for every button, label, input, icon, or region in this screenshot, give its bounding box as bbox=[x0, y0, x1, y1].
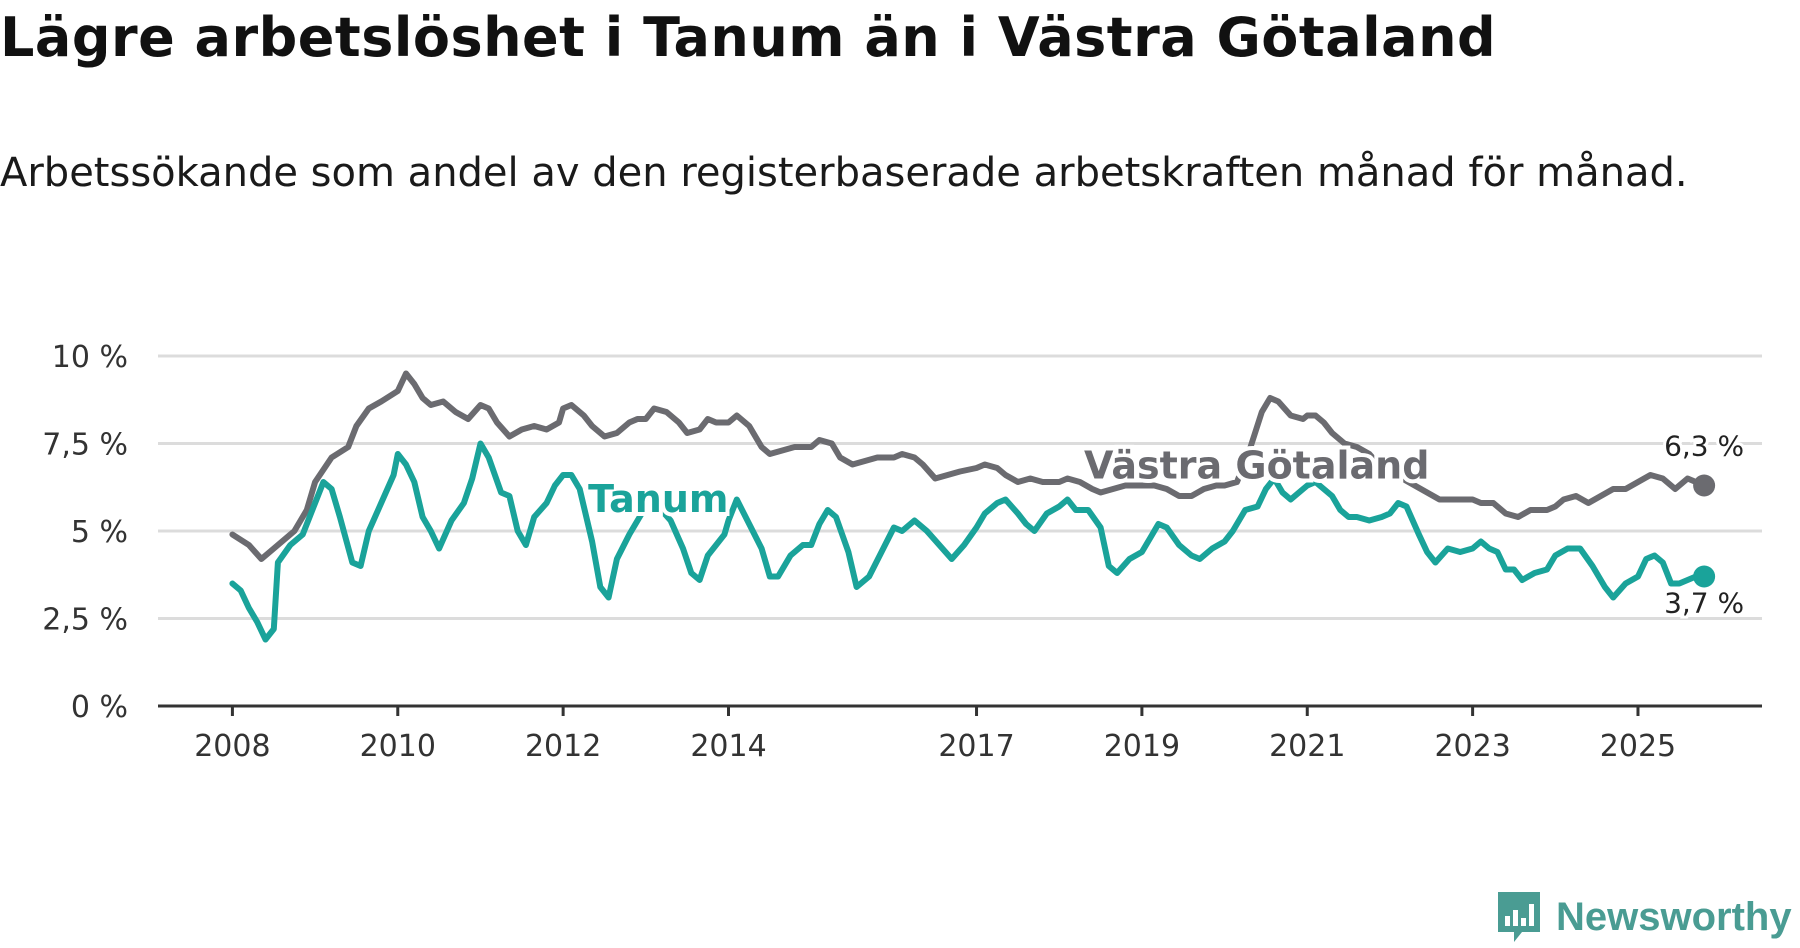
x-tick-label: 2023 bbox=[1434, 729, 1510, 764]
y-tick-label: 2,5 % bbox=[42, 603, 128, 638]
brand-logo[interactable]: Newsworthy bbox=[1494, 888, 1792, 946]
x-tick-label: 2025 bbox=[1600, 729, 1676, 764]
series-line-västra-götaland bbox=[229, 370, 1708, 562]
x-tick-label: 2019 bbox=[1104, 729, 1180, 764]
y-tick-label: 5 % bbox=[71, 515, 128, 550]
x-tick-label: 2017 bbox=[938, 729, 1014, 764]
series-label-tanum: Tanum bbox=[588, 477, 728, 521]
chart-title: Lägre arbetslöshet i Tanum än i Västra G… bbox=[0, 6, 1497, 69]
y-axis-ticks: 0 % 2,5 % 5 % 7,5 % 10 % bbox=[42, 340, 128, 725]
grid-layer bbox=[158, 354, 1762, 708]
y-tick-label: 7,5 % bbox=[42, 428, 128, 463]
chart-subtitle: Arbetssökande som andel av den registerb… bbox=[0, 150, 1688, 196]
series-line-tanum bbox=[229, 440, 1708, 643]
brand-name: Newsworthy bbox=[1556, 894, 1792, 939]
end-value-label: 6,3 % bbox=[1664, 430, 1744, 463]
x-axis-ticks: 2008 2010 2012 2014 2017 2019 2021 2023 2025 bbox=[194, 706, 1676, 764]
x-tick-label: 2012 bbox=[525, 729, 601, 764]
x-tick-label: 2010 bbox=[360, 729, 436, 764]
series-layer bbox=[229, 370, 1716, 643]
end-point-marker bbox=[1693, 474, 1716, 497]
series-label-västra-götaland: Västra Götaland bbox=[1084, 444, 1429, 488]
y-tick-label: 0 % bbox=[71, 690, 128, 725]
x-tick-label: 2008 bbox=[194, 729, 270, 764]
end-value-label: 3,7 % bbox=[1664, 587, 1744, 620]
label-layer: 6,3 % Västra Götaland 3,7 % Tanum bbox=[584, 427, 1747, 623]
x-tick-label: 2014 bbox=[690, 729, 766, 764]
y-tick-label: 10 % bbox=[52, 340, 128, 375]
x-tick-label: 2021 bbox=[1269, 729, 1345, 764]
newsworthy-logo-icon bbox=[1498, 892, 1540, 942]
end-point-marker bbox=[1693, 565, 1716, 588]
